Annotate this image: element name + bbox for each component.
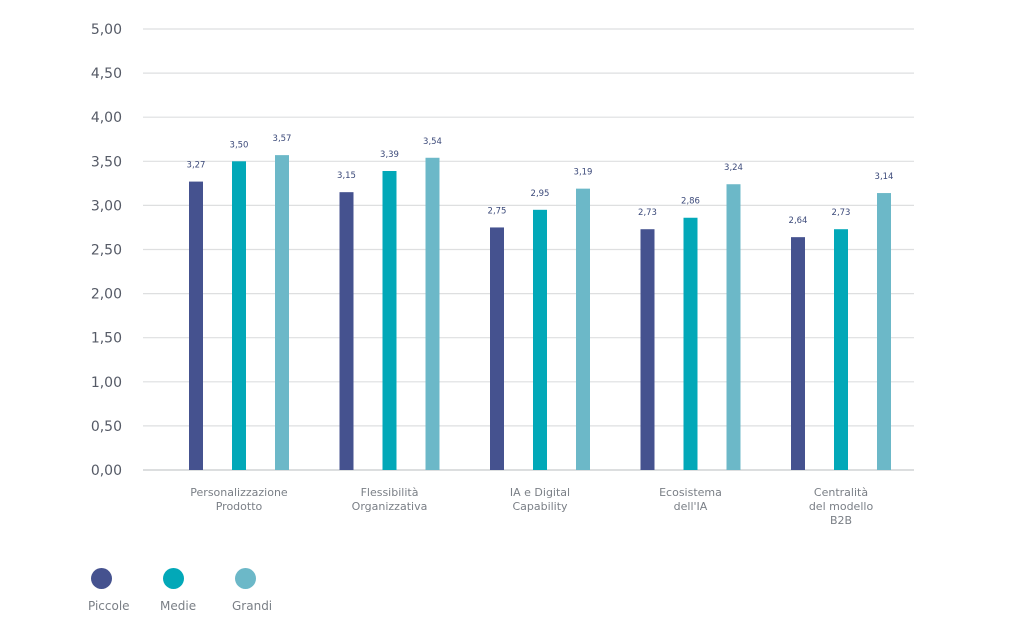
y-tick-label: 1,50 (91, 331, 122, 347)
bar-piccole (640, 229, 655, 470)
y-tick-label: 2,50 (91, 243, 122, 259)
x-tick-label: B2B (830, 514, 852, 527)
data-label: 3,14 (875, 172, 894, 182)
x-tick-label: Prodotto (216, 500, 263, 513)
x-tick-label: Centralità (814, 486, 868, 499)
bar-medie (382, 171, 397, 470)
x-tick-label: Personalizzazione (190, 486, 288, 499)
x-tick-label: Ecosistema (659, 486, 722, 499)
y-tick-label: 1,00 (91, 375, 122, 391)
legend-label: Grandi (232, 599, 273, 613)
legend-item-medie: Medie (160, 568, 232, 613)
data-label: 2,73 (832, 208, 851, 218)
bar-piccole (339, 192, 354, 471)
y-tick-label: 5,00 (91, 22, 122, 38)
x-tick-label: Organizzativa (352, 500, 428, 513)
bar-medie (533, 209, 547, 470)
bar-medie (232, 161, 246, 471)
legend-item-grandi: Grandi (232, 568, 304, 613)
bar-medie (834, 229, 848, 470)
y-tick-label: 0,00 (91, 463, 122, 479)
legend-label: Piccole (88, 599, 130, 613)
y-tick-label: 4,00 (91, 110, 122, 126)
bar-grandi (877, 193, 891, 470)
data-label: 2,73 (638, 208, 657, 218)
bar-grandi (425, 157, 440, 470)
data-label: 3,24 (724, 163, 743, 173)
x-tick-label: Flessibilità (361, 486, 419, 499)
bar-piccole (490, 227, 504, 470)
legend-item-piccole: Piccole (88, 568, 160, 613)
x-tick-label: IA e Digital (510, 486, 570, 499)
data-label: 3,15 (337, 171, 356, 181)
bar-medie (683, 217, 698, 470)
data-label: 2,75 (488, 206, 507, 216)
data-label: 3,57 (273, 134, 292, 144)
y-tick-label: 4,50 (91, 66, 122, 82)
data-label: 2,86 (681, 197, 700, 207)
data-label: 3,27 (187, 161, 206, 171)
bar-piccole (189, 181, 203, 470)
data-label: 3,54 (423, 137, 442, 147)
data-label: 3,50 (230, 140, 249, 150)
data-label: 2,95 (531, 189, 550, 199)
legend-label: Medie (160, 599, 197, 613)
legend-swatch (163, 568, 184, 589)
data-label: 2,64 (789, 216, 808, 226)
x-tick-label: del modello (809, 500, 874, 513)
bar-grandi (726, 184, 741, 470)
y-tick-label: 0,50 (91, 419, 122, 435)
y-tick-label: 3,50 (91, 154, 122, 170)
bar-chart: 0,00 0,50 1,00 1,50 2,00 2,50 3,00 3,50 4,00 4,50… (91, 22, 914, 527)
y-tick-label: 3,00 (91, 198, 122, 214)
y-tick-label: 2,00 (91, 287, 122, 303)
legend-swatch (91, 568, 112, 589)
bar-grandi (275, 155, 289, 470)
legend-swatch (235, 568, 256, 589)
chart-legend: Piccole Medie Grandi (88, 568, 304, 613)
bar-grandi (576, 188, 590, 470)
bar-piccole (791, 237, 805, 470)
x-tick-label: Capability (512, 500, 568, 513)
x-tick-label: dell'IA (674, 500, 708, 513)
data-label: 3,39 (380, 150, 399, 160)
data-label: 3,19 (574, 168, 593, 178)
